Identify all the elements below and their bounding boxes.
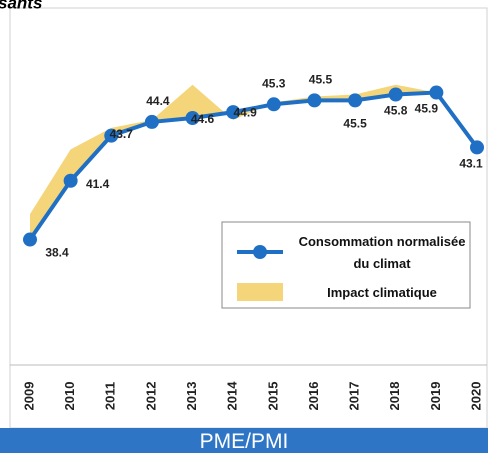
legend-label: Consommation normalisée du climat [298,234,466,271]
x-tick-label: 2010 [62,382,77,411]
x-tick-label: 2009 [21,382,36,411]
marker [63,173,78,188]
data-label: 45.5 [309,73,333,87]
marker [23,232,37,247]
marker [388,87,403,102]
marker [104,128,119,143]
data-label: 45.8 [384,104,408,118]
x-tick-label: 2018 [387,382,402,411]
data-label: 45.9 [415,102,439,116]
data-label: 44.9 [234,105,258,119]
legend-label: Impact climatique [327,285,437,300]
x-tick-label: 2019 [428,382,443,411]
marker [307,93,322,108]
marker [348,93,363,108]
marker [429,85,444,100]
data-label: 44.4 [146,94,170,108]
x-tick-label: 2016 [306,382,321,411]
legend-swatch [237,283,283,301]
data-label: 43.7 [110,127,134,141]
data-label: 45.5 [343,117,367,131]
chart-title: sants [0,0,42,12]
data-label: 44.6 [191,112,215,126]
chart-frame [9,7,488,429]
marker [144,114,159,129]
legend-marker [253,245,267,259]
data-label: 38.4 [45,246,69,260]
footer: PME/PMI [0,428,488,453]
data-label: 41.4 [86,177,110,191]
marker [470,140,484,155]
data-label: 45.3 [262,76,286,90]
marker [226,105,241,120]
x-tick-label: 2014 [225,381,240,411]
x-tick-label: 2017 [347,382,362,411]
marker [266,97,281,112]
x-tick-label: 2011 [103,382,118,410]
x-tick-label: 2012 [143,382,158,411]
marker [185,111,200,126]
data-label: 43.1 [459,157,483,171]
x-tick-label: 2015 [265,382,280,411]
x-tick-label: 2020 [468,382,483,411]
x-tick-label: 2013 [184,382,199,411]
